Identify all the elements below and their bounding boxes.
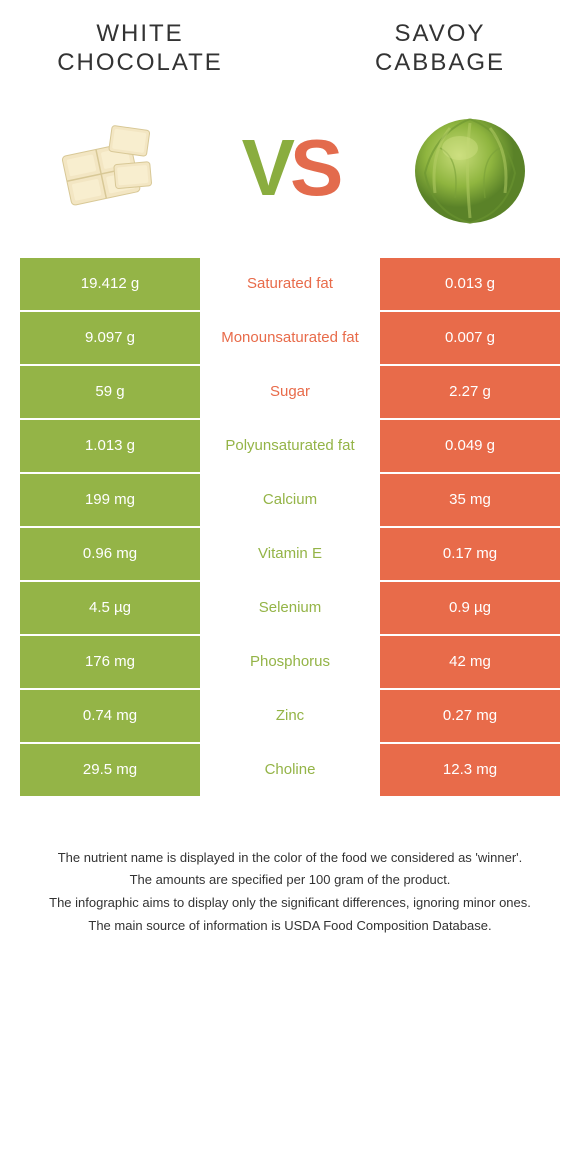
nutrient-label: Polyunsaturated fat <box>200 420 380 472</box>
left-value: 0.74 mg <box>20 690 200 742</box>
right-value: 0.27 mg <box>380 690 560 742</box>
table-row: 0.96 mgVitamin E0.17 mg <box>20 528 560 580</box>
savoy-cabbage-icon <box>400 98 540 238</box>
nutrient-label: Selenium <box>200 582 380 634</box>
left-value: 19.412 g <box>20 258 200 310</box>
footer-notes: The nutrient name is displayed in the co… <box>0 798 580 959</box>
vs-s: S <box>290 123 338 212</box>
footer-line-2: The amounts are specified per 100 gram o… <box>30 870 550 891</box>
nutrient-label: Saturated fat <box>200 258 380 310</box>
footer-line-1: The nutrient name is displayed in the co… <box>30 848 550 869</box>
table-row: 199 mgCalcium35 mg <box>20 474 560 526</box>
table-row: 29.5 mgCholine12.3 mg <box>20 744 560 796</box>
vs-label: VS <box>242 122 339 214</box>
right-value: 2.27 g <box>380 366 560 418</box>
right-value: 0.9 µg <box>380 582 560 634</box>
left-food-title: WHITE CHOCOLATE <box>40 20 240 78</box>
images-row: VS <box>0 88 580 258</box>
right-value: 0.013 g <box>380 258 560 310</box>
nutrient-label: Vitamin E <box>200 528 380 580</box>
footer-line-4: The main source of information is USDA F… <box>30 916 550 937</box>
right-value: 42 mg <box>380 636 560 688</box>
nutrient-label: Zinc <box>200 690 380 742</box>
left-value: 0.96 mg <box>20 528 200 580</box>
left-value: 59 g <box>20 366 200 418</box>
nutrient-label: Phosphorus <box>200 636 380 688</box>
left-value: 176 mg <box>20 636 200 688</box>
white-chocolate-icon <box>40 98 180 238</box>
left-value: 9.097 g <box>20 312 200 364</box>
right-value: 12.3 mg <box>380 744 560 796</box>
nutrient-label: Monounsaturated fat <box>200 312 380 364</box>
right-value: 0.17 mg <box>380 528 560 580</box>
vs-v: V <box>242 123 290 212</box>
left-value: 4.5 µg <box>20 582 200 634</box>
table-row: 19.412 gSaturated fat0.013 g <box>20 258 560 310</box>
nutrient-label: Choline <box>200 744 380 796</box>
table-row: 1.013 gPolyunsaturated fat0.049 g <box>20 420 560 472</box>
nutrient-label: Calcium <box>200 474 380 526</box>
table-row: 59 gSugar2.27 g <box>20 366 560 418</box>
left-value: 1.013 g <box>20 420 200 472</box>
right-value: 0.007 g <box>380 312 560 364</box>
table-row: 0.74 mgZinc0.27 mg <box>20 690 560 742</box>
left-value: 199 mg <box>20 474 200 526</box>
nutrient-label: Sugar <box>200 366 380 418</box>
right-food-title: SAVOY CABBAGE <box>340 20 540 78</box>
header: WHITE CHOCOLATE SAVOY CABBAGE <box>0 0 580 88</box>
comparison-table: 19.412 gSaturated fat0.013 g9.097 gMonou… <box>0 258 580 796</box>
right-value: 0.049 g <box>380 420 560 472</box>
left-value: 29.5 mg <box>20 744 200 796</box>
table-row: 9.097 gMonounsaturated fat0.007 g <box>20 312 560 364</box>
table-row: 4.5 µgSelenium0.9 µg <box>20 582 560 634</box>
table-row: 176 mgPhosphorus42 mg <box>20 636 560 688</box>
right-value: 35 mg <box>380 474 560 526</box>
footer-line-3: The infographic aims to display only the… <box>30 893 550 914</box>
